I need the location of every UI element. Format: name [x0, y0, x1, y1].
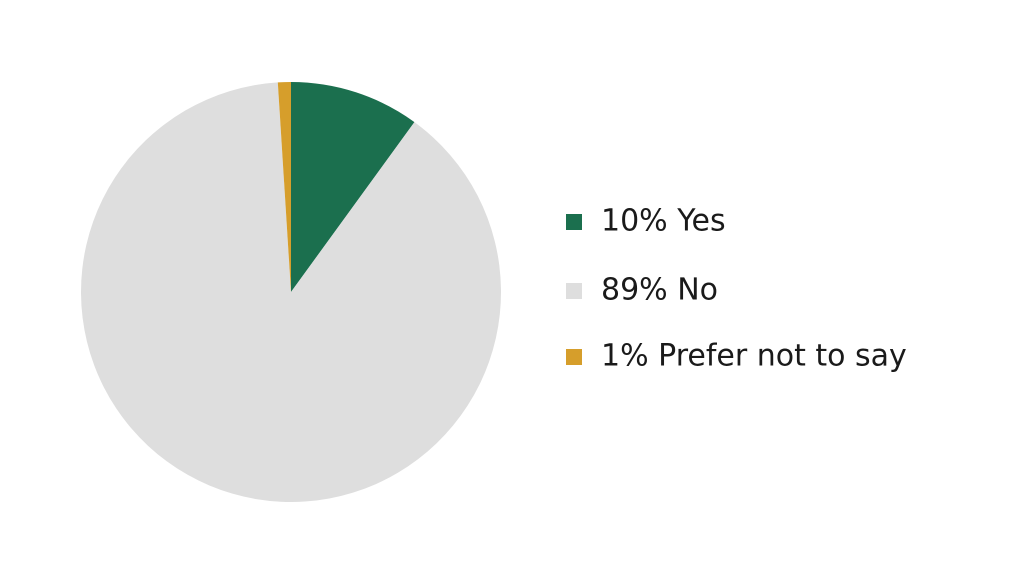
legend-label: 10% Yes [601, 204, 726, 239]
pie-slice [81, 82, 501, 502]
legend-label: 1% Prefer not to say [601, 339, 907, 374]
legend-swatch [566, 349, 582, 365]
legend-swatch [566, 283, 582, 299]
legend-swatch [566, 214, 582, 230]
pie-slice [277, 82, 291, 292]
legend-label: 89% No [601, 273, 718, 308]
pie-slice [291, 82, 415, 292]
